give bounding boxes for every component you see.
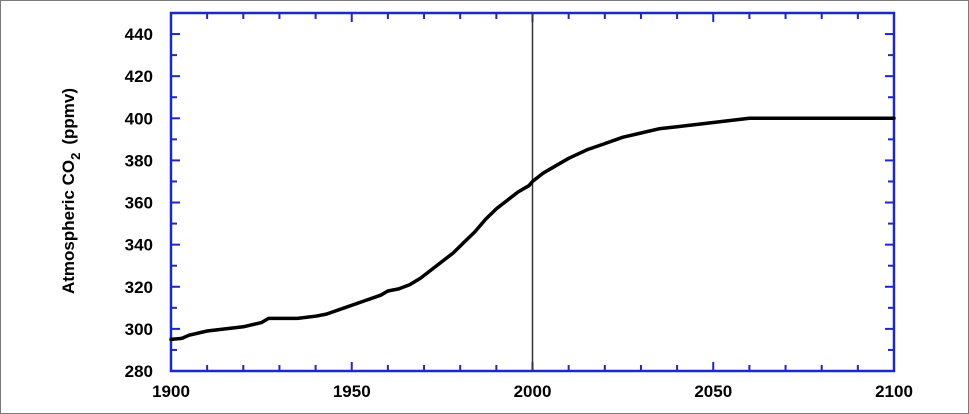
y-tick-label: 300 bbox=[125, 320, 153, 339]
y-tick-label: 360 bbox=[125, 194, 153, 213]
series-line-0 bbox=[169, 116, 896, 342]
svg-text:Atmospheric CO2(ppmv): Atmospheric CO2 (ppmv) bbox=[59, 88, 83, 294]
x-tick-label: 2000 bbox=[514, 382, 552, 401]
x-tick-label: 1900 bbox=[152, 382, 190, 401]
y-tick-label: 280 bbox=[125, 362, 153, 381]
y-tick-label: 400 bbox=[125, 109, 153, 128]
x-tick-label: 2100 bbox=[875, 382, 913, 401]
y-axis-label-subscript: 2 bbox=[68, 153, 83, 160]
y-axis-label-prefix: Atmospheric CO bbox=[59, 160, 78, 294]
y-tick-label: 440 bbox=[125, 25, 153, 44]
y-tick-label: 420 bbox=[125, 67, 153, 86]
y-axis-label: Atmospheric CO2 (ppmv) bbox=[59, 88, 83, 294]
x-tick-label: 2050 bbox=[694, 382, 732, 401]
y-tick-label: 380 bbox=[125, 151, 153, 170]
y-tick-label: 340 bbox=[125, 236, 153, 255]
y-axis-label-suffix: (ppmv) bbox=[59, 88, 78, 145]
x-tick-label: 1950 bbox=[333, 382, 371, 401]
y-tick-label: 320 bbox=[125, 278, 153, 297]
